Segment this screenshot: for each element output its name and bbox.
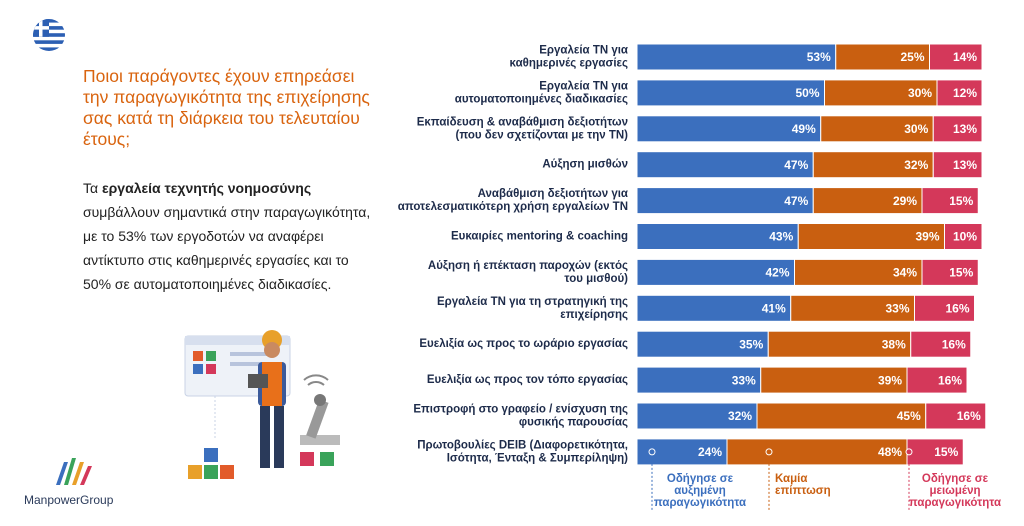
bar-segment [794, 258, 923, 286]
value-label: 30% [904, 122, 928, 136]
bar-segment [797, 223, 945, 250]
body-bold: εργαλεία τεχνητής νοημοσύνης [102, 180, 312, 196]
value-label: 34% [893, 266, 917, 280]
value-label: 30% [908, 86, 932, 100]
bar-segment [906, 366, 968, 394]
value-label: 35% [739, 337, 763, 351]
title: Ποιοι παράγοντες έχουν επηρεάσει την παρ… [83, 66, 370, 149]
category-label: Εκπαίδευση & αναβάθμιση δεξιοτήτων (που δ… [417, 116, 628, 141]
value-label: 38% [882, 337, 906, 351]
bar-segment [925, 402, 987, 430]
bar-segment [636, 187, 814, 215]
category-label: Εργαλεία ΤΝ για καθημερινές εργασίες [510, 45, 628, 70]
value-label: 33% [885, 301, 909, 315]
value-label: 16% [957, 409, 981, 423]
category-label: Ευελιξία ως προς τον τόπο εργασίας [427, 374, 628, 386]
value-label: 15% [949, 266, 973, 280]
value-label: 10% [953, 230, 977, 244]
value-label: 48% [878, 445, 902, 459]
value-label: 25% [900, 50, 924, 64]
bar-segment [936, 79, 983, 107]
value-label: 50% [795, 86, 819, 100]
body-text: Τα εργαλεία τεχνητής νοημοσύνης συμβάλλο… [83, 176, 373, 296]
category-label: Ευκαιρίες mentoring & coaching [451, 231, 628, 243]
value-label: 16% [945, 301, 969, 315]
bar-segment [906, 438, 964, 466]
bar-segment [932, 115, 983, 143]
value-label: 16% [938, 373, 962, 387]
bar-segment [812, 151, 934, 179]
category-label: Επιστροφή στο γραφείο / ενίσχυση της φυσι… [413, 404, 628, 429]
legend-label: Καμία επίπτωση [775, 473, 831, 497]
category-label: Αύξηση μισθών [542, 159, 628, 171]
value-label: 29% [893, 194, 917, 208]
value-label: 47% [784, 194, 808, 208]
bar-segment [756, 402, 927, 430]
value-label: 33% [732, 373, 756, 387]
bar-segment [921, 187, 979, 215]
logo-mark [56, 458, 92, 485]
value-label: 24% [698, 445, 722, 459]
value-label: 32% [904, 158, 928, 172]
bar-segment [921, 258, 979, 286]
bar-segment [636, 79, 825, 107]
bar-segment [636, 366, 762, 394]
body-text: Τα [83, 180, 102, 196]
value-label: 16% [942, 337, 966, 351]
bar-segment [929, 43, 983, 71]
bar-segment [835, 43, 930, 71]
category-label: Αύξηση ή επέκταση παροχών (εκτός του μισθ… [428, 260, 628, 285]
bar-segment [914, 294, 975, 322]
bar-segment [636, 294, 792, 322]
value-label: 49% [792, 122, 816, 136]
bar-segment [824, 79, 938, 107]
value-label: 41% [762, 301, 786, 315]
value-label: 12% [953, 86, 977, 100]
value-label: 45% [897, 409, 921, 423]
category-label: Ευελιξία ως προς το ωράριο εργασίας [419, 338, 628, 350]
category-label: Αναβάθμιση δεξιοτήτων για αποτελεσματικότ… [398, 188, 628, 213]
value-label: 53% [807, 50, 831, 64]
bar-segment [932, 151, 983, 179]
value-label: 43% [769, 230, 793, 244]
bar-segment [636, 402, 758, 430]
value-label: 39% [878, 373, 902, 387]
logo-text: ManpowerGroup [24, 493, 114, 507]
bar-segment [726, 438, 908, 466]
value-label: 15% [949, 194, 973, 208]
value-label: 15% [934, 445, 958, 459]
value-label: 47% [784, 158, 808, 172]
value-label: 39% [915, 230, 939, 244]
category-label: Εργαλεία ΤΝ για αυτοματοποιημένες διαδικα… [455, 80, 628, 105]
value-label: 14% [953, 50, 977, 64]
body-text: συμβάλλουν σημαντικά στην παραγωγικότητα… [83, 204, 371, 292]
bar-segment [812, 187, 923, 215]
category-label: Πρωτοβουλίες DEIB (Διαφορετικότητα, Ισότη… [417, 439, 628, 464]
bar-segment [636, 258, 795, 286]
value-label: 42% [765, 266, 789, 280]
flag [33, 19, 65, 51]
bar-segment [910, 330, 972, 358]
bar-segment [944, 223, 983, 250]
bar-segment [790, 294, 915, 322]
value-label: 13% [953, 158, 977, 172]
bar-segment [636, 115, 822, 143]
bar-segment [760, 366, 908, 394]
legend-label: Οδήγησε σε αυξημένη παραγωγικότητα [654, 473, 746, 509]
illustration [184, 330, 340, 479]
bar-segment [636, 330, 769, 358]
legend-label: Οδήγησε σε μειωμένη παραγωγικότητα [909, 473, 1001, 509]
value-label: 13% [953, 122, 977, 136]
value-label: 32% [728, 409, 752, 423]
category-label: Εργαλεία ΤΝ για τη στρατηγική της επιχείρ… [437, 296, 628, 321]
